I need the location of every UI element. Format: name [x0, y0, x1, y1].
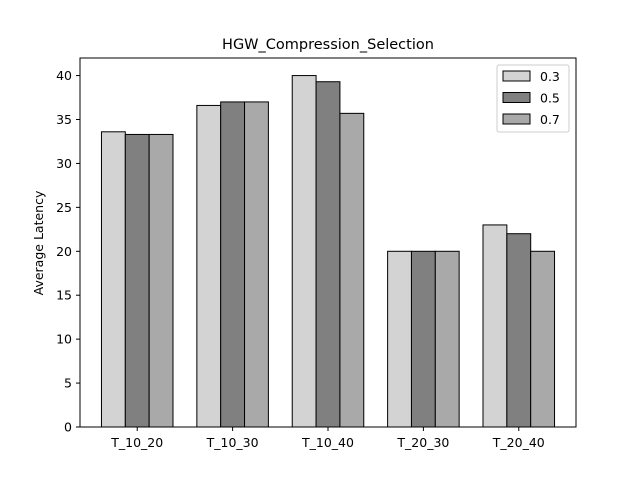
y-tick-label: 15 — [56, 288, 72, 303]
bar — [506, 233, 532, 428]
chart-title: HGW_Compression_Selection — [222, 37, 434, 53]
y-tick-label: 30 — [56, 156, 72, 171]
bar — [244, 101, 269, 428]
legend: 0.3 0.5 0.7 — [496, 64, 570, 133]
bar — [530, 250, 556, 428]
bar — [220, 101, 246, 428]
bar — [339, 112, 365, 428]
bar — [196, 104, 222, 428]
legend-label: 0.5 — [540, 91, 560, 106]
x-tick-label: T_10_20 — [110, 435, 163, 450]
legend-swatch — [502, 113, 531, 125]
bar — [387, 250, 412, 428]
y-tick-label: 35 — [56, 112, 72, 127]
bar — [315, 81, 341, 428]
bar — [291, 75, 317, 428]
bar — [124, 133, 150, 428]
y-tick-label: 5 — [64, 376, 72, 391]
y-tick-label: 20 — [56, 244, 72, 259]
x-tick-label: T_10_30 — [206, 435, 259, 450]
y-tick-label: 25 — [56, 200, 72, 215]
x-tick-label: T_20_30 — [396, 435, 449, 450]
plot-area: 0 5 10 15 20 25 30 35 40 T_10_20 T_10_30 T_10_40 T_2… — [56, 57, 577, 450]
y-axis-label: Average Latency — [31, 190, 46, 295]
y-tick-label: 0 — [64, 420, 72, 435]
bar — [148, 133, 174, 428]
x-tick-label: T_20_40 — [492, 435, 545, 450]
legend-label: 0.7 — [540, 112, 560, 127]
y-tick-label: 40 — [56, 68, 72, 83]
legend-label: 0.3 — [540, 69, 560, 84]
legend-swatch — [502, 70, 531, 82]
bar — [100, 131, 126, 428]
bar — [410, 250, 436, 428]
legend-swatch — [502, 92, 531, 103]
y-tick-label: 10 — [56, 332, 72, 347]
bar — [434, 250, 460, 428]
bar — [482, 224, 508, 428]
x-tick-label: T_10_40 — [301, 435, 354, 450]
